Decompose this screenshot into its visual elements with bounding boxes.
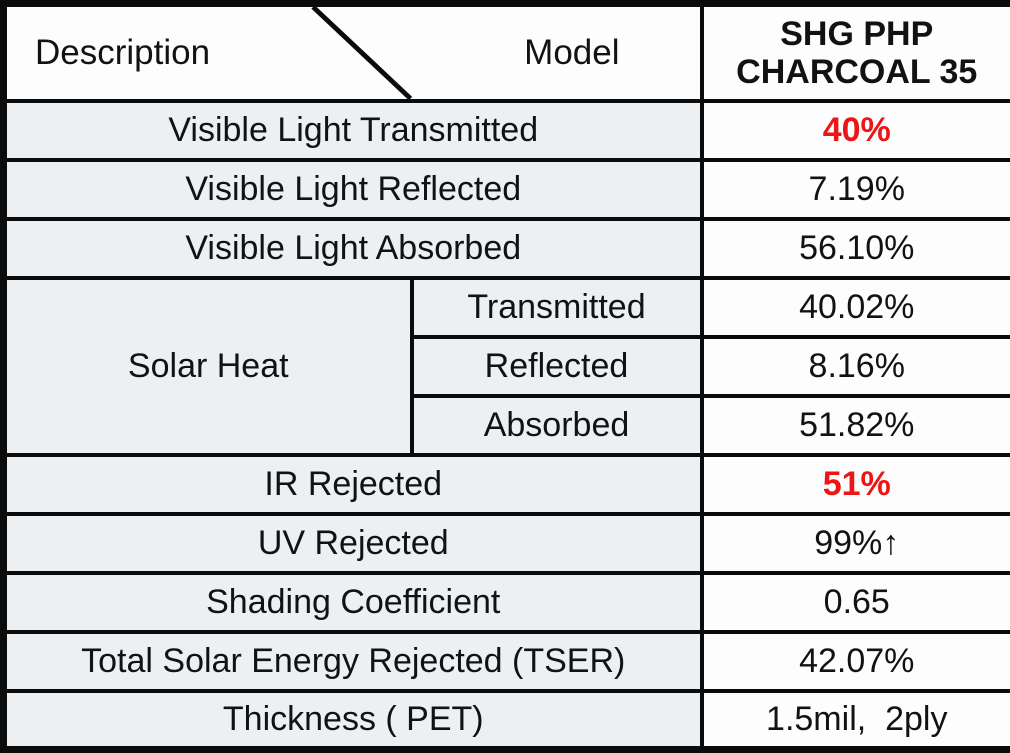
- table-row-tser: Total Solar Energy Rejected (TSER) 42.07…: [4, 632, 1010, 691]
- row-value: 99%↑: [702, 514, 1010, 573]
- row-value: 51.82%: [702, 396, 1010, 455]
- header-row: Description Model SHG PHP CHARCOAL 35: [4, 4, 1010, 101]
- row-label: Shading Coefficient: [4, 573, 702, 632]
- description-header-label: Description: [35, 33, 210, 73]
- table-row-visible-light-reflected: Visible Light Reflected 7.19%: [4, 160, 1010, 219]
- row-label: Visible Light Transmitted: [4, 101, 702, 160]
- model-name-line2: CHARCOAL 35: [704, 53, 1010, 91]
- row-value: 40%: [702, 101, 1010, 160]
- row-label: UV Rejected: [4, 514, 702, 573]
- table-row-uv-rejected: UV Rejected 99%↑: [4, 514, 1010, 573]
- row-value: 0.65: [702, 573, 1010, 632]
- model-header-label: Model: [524, 33, 619, 73]
- table-row-shading-coefficient: Shading Coefficient 0.65: [4, 573, 1010, 632]
- row-value: 7.19%: [702, 160, 1010, 219]
- table-row-ir-rejected: IR Rejected 51%: [4, 455, 1010, 514]
- model-name-cell: SHG PHP CHARCOAL 35: [702, 4, 1010, 101]
- solar-heat-group-label: Solar Heat: [4, 278, 412, 455]
- row-sublabel: Transmitted: [412, 278, 702, 337]
- table-row-thickness: Thickness ( PET) 1.5mil, 2ply: [4, 691, 1010, 750]
- row-value: 56.10%: [702, 219, 1010, 278]
- row-sublabel: Absorbed: [412, 396, 702, 455]
- table-row-visible-light-transmitted: Visible Light Transmitted 40%: [4, 101, 1010, 160]
- header-description-model-cell: Description Model: [4, 4, 702, 101]
- row-label: Thickness ( PET): [4, 691, 702, 750]
- row-value: 42.07%: [702, 632, 1010, 691]
- row-label: Visible Light Reflected: [4, 160, 702, 219]
- row-value: 40.02%: [702, 278, 1010, 337]
- row-label: Total Solar Energy Rejected (TSER): [4, 632, 702, 691]
- row-value: 51%: [702, 455, 1010, 514]
- row-sublabel: Reflected: [412, 337, 702, 396]
- row-value: 8.16%: [702, 337, 1010, 396]
- row-value: 1.5mil, 2ply: [702, 691, 1010, 750]
- model-name-line1: SHG PHP: [704, 15, 1010, 53]
- table-row-solar-heat-transmitted: Solar Heat Transmitted 40.02%: [4, 278, 1010, 337]
- table-row-visible-light-absorbed: Visible Light Absorbed 56.10%: [4, 219, 1010, 278]
- row-label: Visible Light Absorbed: [4, 219, 702, 278]
- row-label: IR Rejected: [4, 455, 702, 514]
